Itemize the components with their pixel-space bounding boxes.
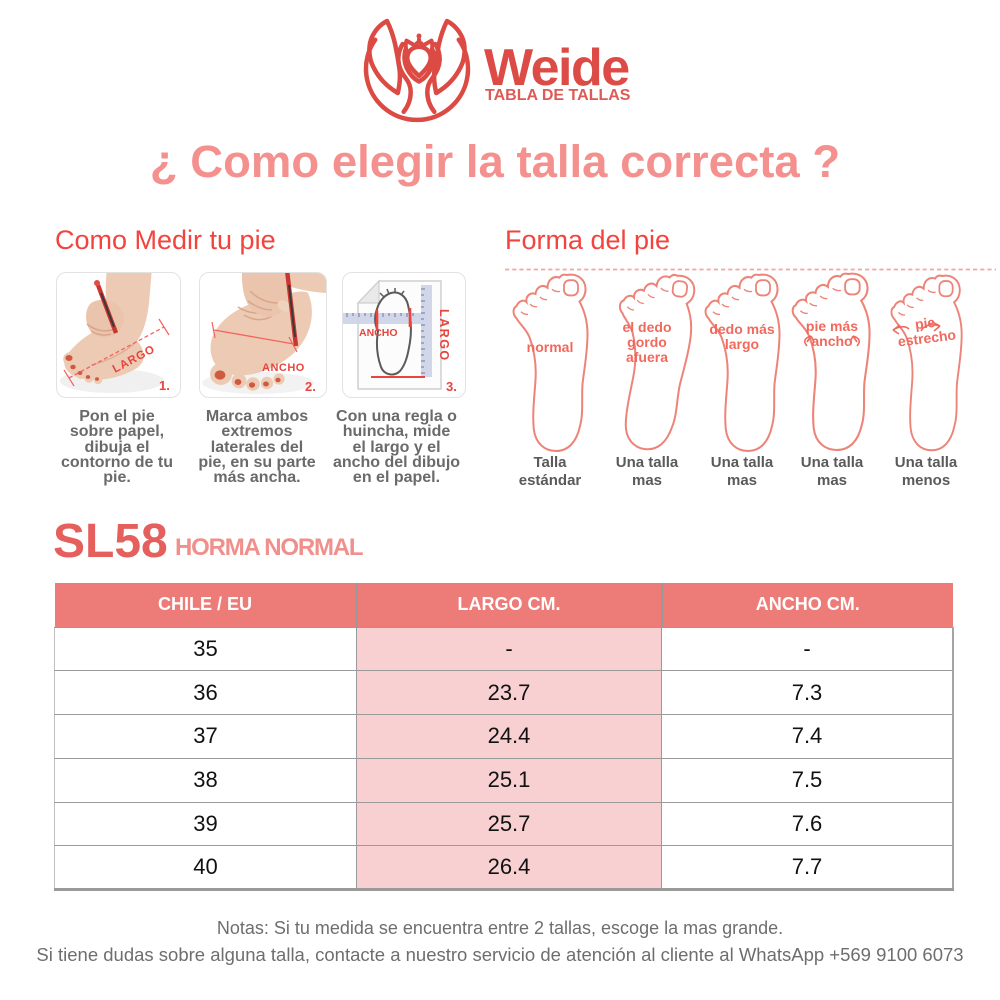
svg-text:2.: 2. [305,379,316,394]
svg-text:3.: 3. [446,379,457,394]
svg-text:LARGO: LARGO [437,309,451,362]
svg-text:1.: 1. [159,378,170,393]
svg-text:ANCHO: ANCHO [262,362,305,374]
svg-text:ANCHO: ANCHO [359,327,398,339]
